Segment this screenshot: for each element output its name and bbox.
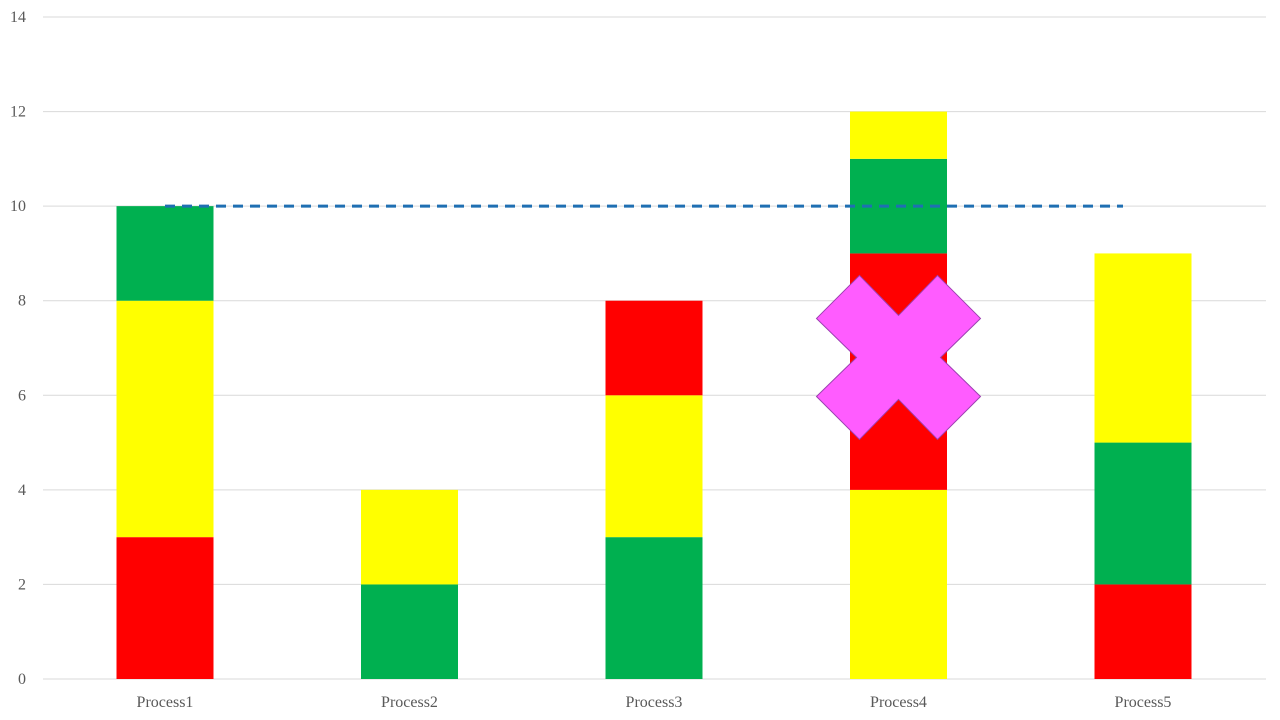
bar-segment (361, 584, 458, 679)
bar-segment (850, 111, 947, 159)
y-axis: 0 2 4 6 8 10 12 14 (10, 9, 26, 688)
x-tick-label: Process4 (870, 694, 927, 711)
bar-segment (1094, 584, 1192, 679)
bar-segment (116, 300, 214, 538)
y-tick-label: 0 (18, 671, 26, 688)
x-mark-shape (815, 274, 982, 441)
bar-segment (116, 537, 214, 679)
bar-segment (605, 537, 703, 679)
y-tick-label: 10 (10, 198, 26, 215)
y-tick-label: 12 (10, 104, 26, 121)
x-tick-label: Process3 (626, 694, 683, 711)
bar-segment (605, 300, 703, 396)
bar-segment (116, 206, 214, 301)
bar-segment (1094, 442, 1192, 585)
y-tick-label: 8 (18, 293, 26, 310)
x-tick-label: Process1 (137, 694, 194, 711)
bars (116, 111, 1192, 679)
y-tick-label: 14 (10, 9, 26, 26)
bar-segment (850, 489, 947, 679)
x-tick-label: Process2 (381, 694, 438, 711)
annotations (165, 204, 1123, 441)
x-axis: Process1 Process2 Process3 Process4 Process5 (137, 694, 1172, 711)
bar-segment (361, 489, 458, 585)
y-tick-label: 6 (18, 387, 26, 404)
bar-segment (605, 395, 703, 538)
y-tick-label: 4 (18, 482, 26, 499)
bar-segment (1094, 253, 1192, 443)
y-tick-label: 2 (18, 576, 26, 593)
x-tick-label: Process5 (1115, 694, 1172, 711)
